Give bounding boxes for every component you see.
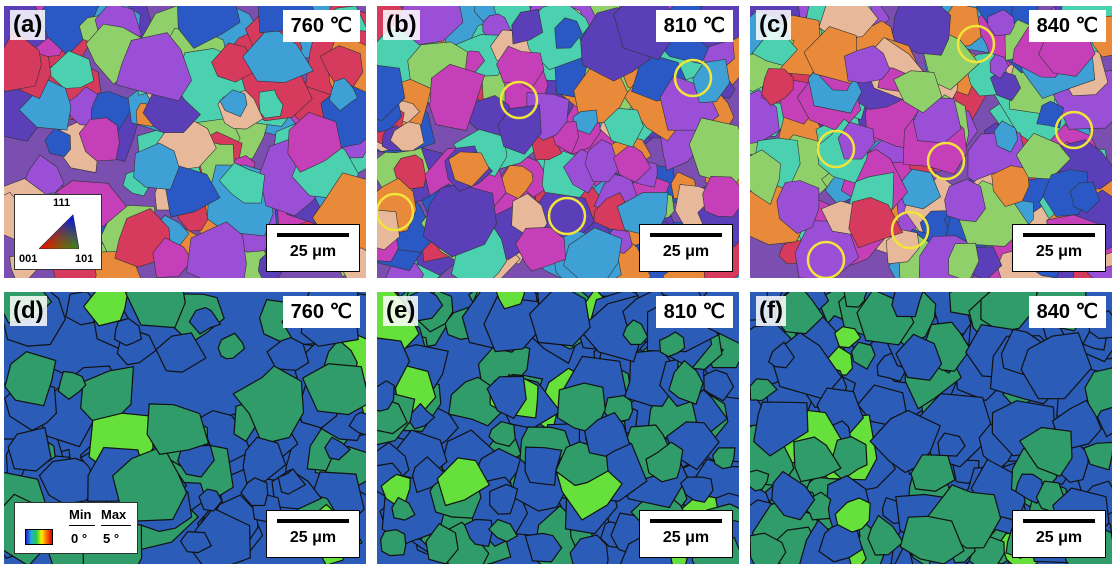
min-value: 0 °	[71, 531, 88, 546]
highlight-circle	[890, 210, 930, 250]
ipf-key-001: 001	[19, 253, 38, 265]
highlight-circle	[1054, 110, 1094, 150]
ipf-triangle-icon	[39, 214, 79, 249]
ksm-texture-f	[750, 292, 1112, 564]
ksm-map-f: (f) 840 ℃ 25 μm	[750, 292, 1112, 564]
temperature-label: 840 ℃	[1028, 10, 1106, 42]
ipf-color-key: 111 001 101	[14, 194, 102, 270]
min-label: Min	[69, 507, 92, 522]
scale-bar: 25 μm	[266, 510, 360, 558]
panel-label: (e)	[383, 296, 419, 326]
highlight-circle	[377, 192, 415, 232]
panel-label: (b)	[383, 10, 420, 40]
ipf-texture-b	[377, 6, 739, 278]
highlight-circle	[499, 80, 539, 120]
scale-bar: 25 μm	[1012, 510, 1106, 558]
scale-bar: 25 μm	[1012, 224, 1106, 272]
ipf-map-a: (a) 760 ℃ 111 001 101 25 μm	[4, 6, 366, 278]
misorientation-color-key: Min Max 0 ° 5 °	[14, 502, 138, 554]
panel-label: (a)	[10, 10, 46, 40]
ipf-map-b: (b) 810 ℃ 25 μm	[377, 6, 739, 278]
max-label: Max	[101, 507, 127, 522]
highlight-circle	[816, 129, 856, 169]
scale-bar: 25 μm	[639, 510, 733, 558]
ipf-map-c: (c) 840 ℃ 25 μm	[750, 6, 1112, 278]
scale-bar: 25 μm	[266, 224, 360, 272]
ipf-key-111: 111	[53, 197, 71, 209]
highlight-circle	[926, 141, 966, 181]
temperature-label: 810 ℃	[655, 10, 733, 42]
ipf-texture-a	[4, 6, 366, 278]
color-gradient	[25, 529, 53, 545]
temperature-label: 760 ℃	[282, 296, 360, 328]
temperature-label: 760 ℃	[282, 10, 360, 42]
ipf-key-101: 101	[75, 253, 94, 265]
panel-label: (d)	[10, 296, 47, 326]
ksm-map-d: (d) 760 ℃ Min Max 0 ° 5 ° 25 μm	[4, 292, 366, 564]
highlight-circle	[547, 196, 587, 236]
highlight-circle	[673, 58, 713, 98]
panel-label: (c)	[756, 10, 792, 40]
temperature-label: 840 ℃	[1028, 296, 1106, 328]
scale-bar: 25 μm	[639, 224, 733, 272]
highlight-circle	[806, 240, 846, 278]
ksm-map-e: (e) 810 ℃ 25 μm	[377, 292, 739, 564]
highlight-circle	[956, 24, 996, 64]
panel-label: (f)	[756, 296, 786, 326]
max-value: 5 °	[103, 531, 120, 546]
temperature-label: 810 ℃	[655, 296, 733, 328]
